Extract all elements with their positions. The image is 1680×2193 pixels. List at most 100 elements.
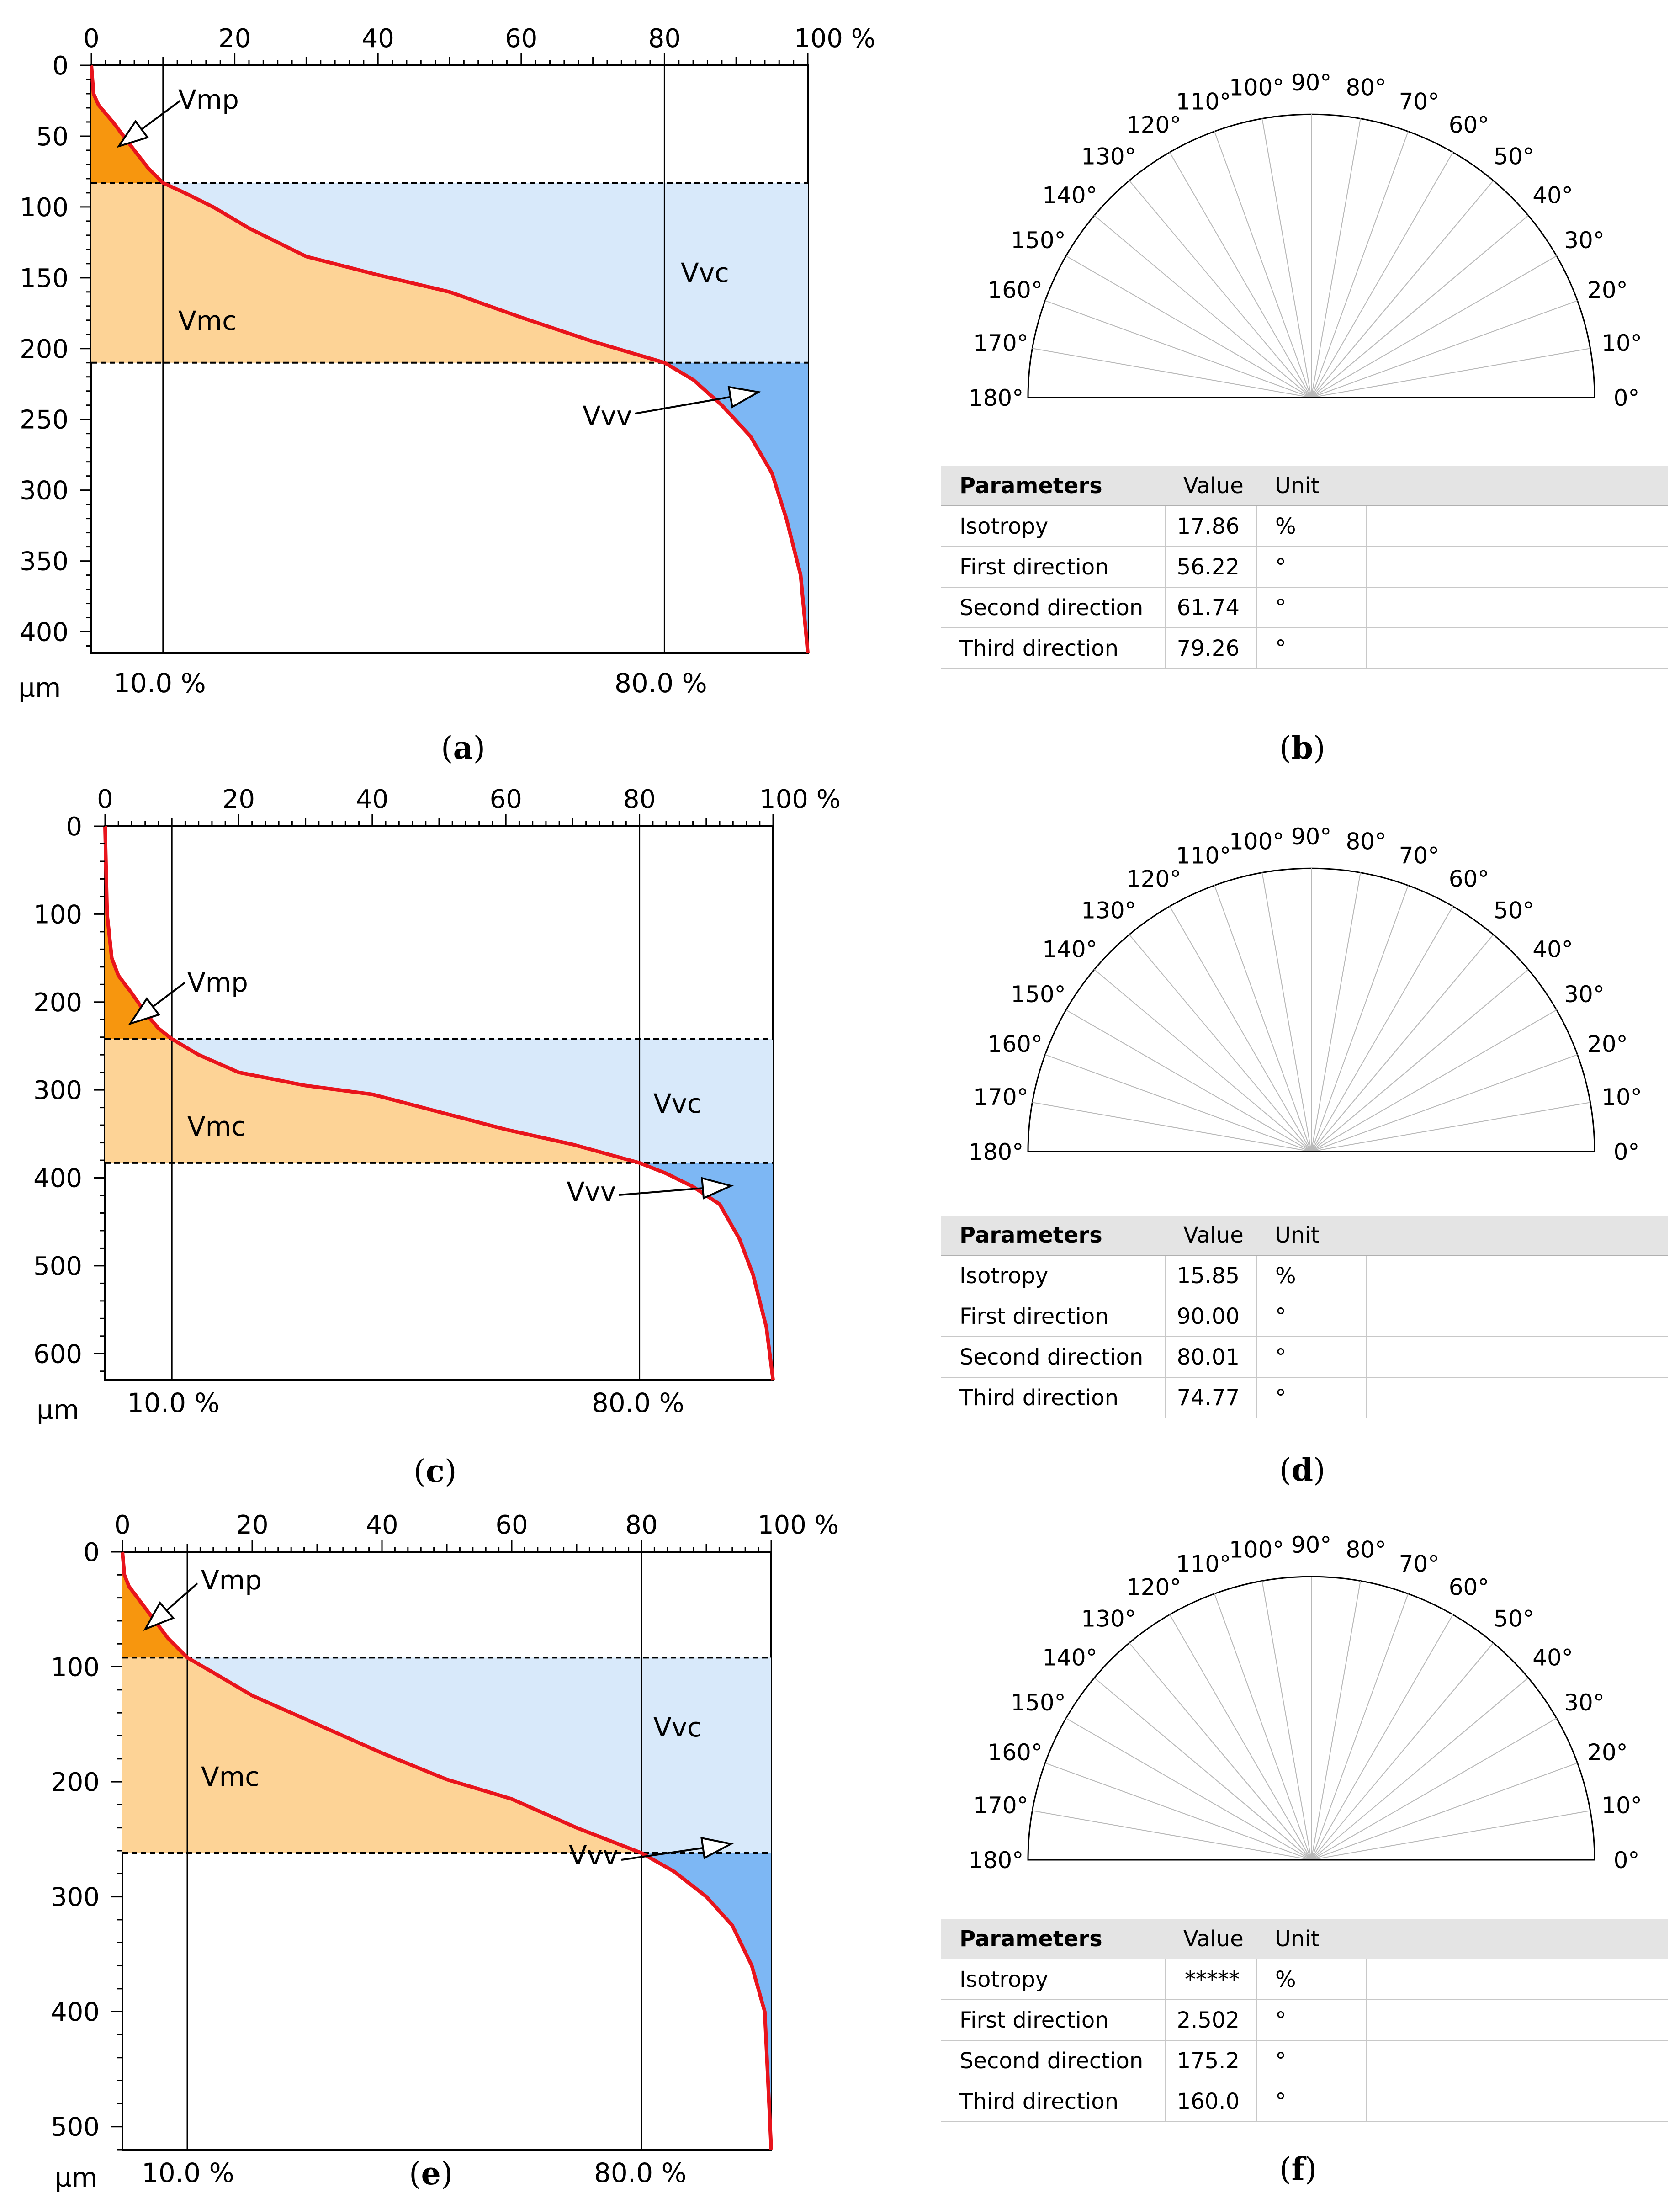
x-tick-label: 0	[97, 785, 113, 814]
hdr-unit: Unit	[1256, 1216, 1366, 1256]
table-row: Isotropy 17.86%	[941, 506, 1668, 547]
hdr-parameters: Parameters	[941, 466, 1165, 506]
rose-spoke	[1311, 1642, 1494, 1860]
vmp-region	[122, 1552, 187, 1658]
angle-label: 130°	[1081, 897, 1136, 924]
angle-label: 30°	[1564, 227, 1605, 254]
angle-label: 80°	[1346, 1536, 1387, 1563]
mark-80-label: 80.0 %	[594, 2157, 687, 2188]
rose-chart-b: 0° 10° 20° 30° 40° 50°60° 70° 80° 90° 100°110°120…	[969, 69, 1642, 411]
caption-a: (a)	[441, 730, 485, 766]
angle-label: 40°	[1532, 936, 1573, 962]
rose-chart-d: 0° 10° 20° 30° 40° 50°60° 70° 80° 90° 100°110°120…	[969, 823, 1642, 1165]
x-tick-label: 60	[490, 785, 522, 814]
x-tick-label: 100 %	[794, 24, 875, 53]
vmp-label: Vmp	[187, 967, 248, 998]
angle-label: 60°	[1449, 1574, 1489, 1600]
vvv-region	[641, 1853, 771, 2150]
angle-label: 20°	[1587, 1031, 1628, 1057]
rose-spoke	[1032, 348, 1312, 398]
angle-label: 170°	[973, 1792, 1028, 1819]
mark-10-label: 10.0 %	[113, 668, 206, 699]
rose-spoke	[1045, 1763, 1312, 1860]
angle-label: 120°	[1126, 1574, 1181, 1600]
angle-label: 0°	[1614, 1847, 1640, 1874]
af-chart-e: 0 20 40 60 80 100 % 0 100 200 300 400 500 Vmp Vmc V…	[51, 1510, 839, 2193]
rose-spoke	[1129, 180, 1312, 398]
rose-spoke	[1129, 1642, 1312, 1860]
angle-label: 90°	[1291, 1532, 1332, 1558]
table-row: Isotropy *****%	[941, 1959, 1668, 2000]
hdr-value: Value	[1165, 1919, 1256, 1959]
rose-spoke	[1032, 1102, 1312, 1152]
af-chart-c: 0 20 40 60 80 100 % 0 100 200 300 400 500 600 Vmp Vm…	[33, 785, 841, 1490]
vvc-region	[172, 1039, 774, 1163]
y-tick-label: 50	[36, 122, 69, 152]
angle-label: 150°	[1011, 981, 1065, 1008]
angle-label: 90°	[1291, 823, 1332, 850]
rose-spoke	[1311, 348, 1590, 398]
angle-label: 110°	[1176, 1551, 1231, 1577]
x-tick-label: 20	[223, 785, 255, 814]
rose-spoke	[1311, 906, 1453, 1152]
hdr-unit: Unit	[1256, 1919, 1366, 1959]
vmc-region	[122, 1657, 641, 1853]
angle-label: 70°	[1399, 843, 1440, 869]
angle-label: 140°	[1042, 936, 1097, 962]
table-row: Second direction 61.74 °	[941, 587, 1668, 628]
table-row: First direction 56.22 °	[941, 547, 1668, 588]
unit-label: µm	[37, 1394, 79, 1425]
table-row: Second direction 175.2 °	[941, 2040, 1668, 2081]
rose-spoke	[1065, 1009, 1312, 1152]
x-tick-label: 100 %	[758, 1510, 839, 1540]
rose-spoke	[1214, 1593, 1312, 1860]
angle-label: 130°	[1081, 1605, 1136, 1632]
y-tick-label: 100	[20, 193, 69, 223]
hdr-blank	[1366, 1919, 1668, 1959]
rose-chart-f: 0° 10° 20° 30° 40° 50°60° 70° 80° 90° 100°110°120…	[969, 1532, 1642, 1874]
angle-label: 180°	[969, 1139, 1023, 1165]
vvv-arrow-head	[701, 1177, 734, 1200]
rose-spoke	[1311, 1810, 1590, 1860]
vvc-label: Vvc	[653, 1712, 702, 1743]
x-tick-label: 60	[495, 1510, 528, 1540]
caption-d-wrap: (d)	[1279, 1452, 1325, 1488]
angle-label: 100°	[1229, 74, 1284, 101]
vvv-arrow-head	[700, 1837, 734, 1859]
rose-spoke	[1311, 1614, 1453, 1860]
vmp-label: Vmp	[201, 1565, 262, 1596]
mark-80-label: 80.0 %	[615, 668, 707, 699]
rose-spoke	[1311, 255, 1557, 398]
rose-spoke	[1065, 1718, 1312, 1860]
angle-label: 50°	[1494, 897, 1534, 924]
y-tick-label: 600	[33, 1339, 82, 1369]
y-tick-label: 0	[52, 51, 69, 81]
angle-label: 30°	[1564, 981, 1605, 1008]
hdr-value: Value	[1165, 466, 1256, 506]
caption-c: (c)	[413, 1453, 456, 1490]
angle-label: 160°	[987, 1031, 1042, 1057]
vmp-label: Vmp	[178, 84, 239, 115]
y-tick-label: 0	[66, 812, 82, 842]
caption-f-wrap: (f)	[1279, 2151, 1317, 2188]
rose-spoke	[1169, 906, 1312, 1152]
vvv-region	[664, 362, 808, 653]
vvv-region	[639, 1163, 773, 1380]
vvc-region	[187, 1657, 771, 1853]
vmc-label: Vmc	[187, 1111, 246, 1142]
angle-label: 40°	[1532, 1644, 1573, 1671]
y-tick-label: 250	[20, 405, 69, 435]
angle-label: 120°	[1126, 112, 1181, 138]
rose-spoke	[1311, 300, 1578, 398]
angle-label: 110°	[1176, 89, 1231, 115]
angle-label: 10°	[1601, 330, 1642, 356]
angle-label: 20°	[1587, 1739, 1628, 1766]
angle-label: 70°	[1399, 89, 1440, 115]
x-tick-label: 20	[236, 1510, 268, 1540]
mark-10-label: 10.0 %	[142, 2157, 234, 2188]
table-row: Isotropy 15.85%	[941, 1255, 1668, 1296]
mark-10-label: 10.0 %	[127, 1387, 220, 1418]
vmp-arrow-head	[143, 1601, 175, 1631]
y-tick-label: 500	[51, 2113, 100, 2142]
y-tick-label: 400	[33, 1164, 82, 1194]
